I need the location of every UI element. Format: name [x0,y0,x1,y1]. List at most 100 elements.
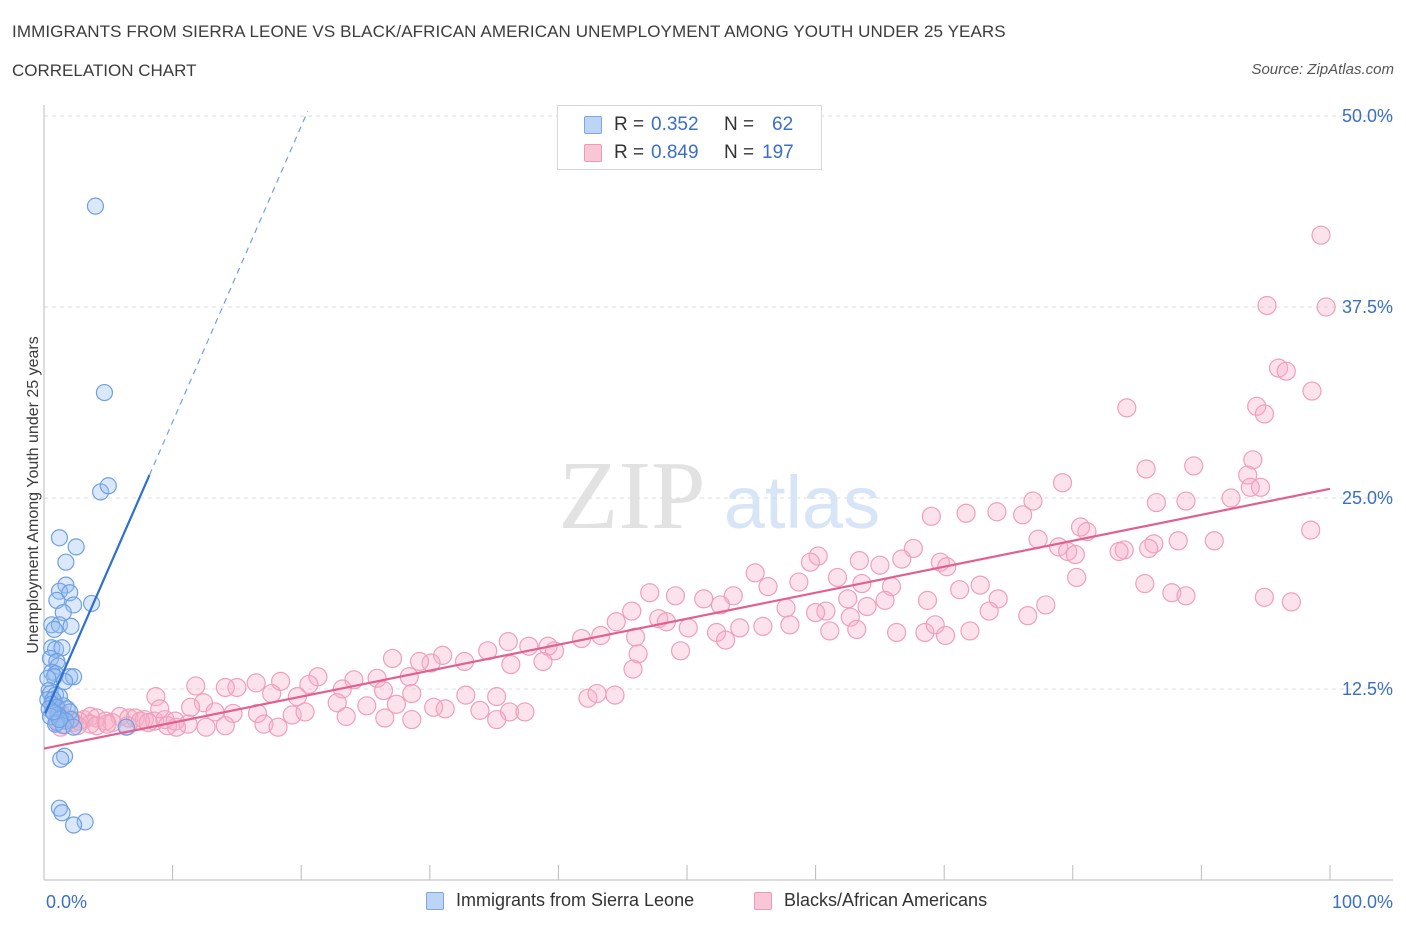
point-black-african-american [336,706,356,727]
axes [43,105,1393,881]
point-black-african-american [1276,361,1296,381]
x-tick-label-max: 100.0% [1332,892,1393,912]
point-sierra-leone [52,750,70,768]
legend-n-label: N = [724,114,755,135]
point-black-african-american [1257,295,1277,316]
point-black-african-american [533,651,553,672]
point-black-african-american [1109,541,1129,562]
point-black-african-american [805,602,826,623]
legend-n-label: N = [724,142,755,163]
point-black-african-american [730,618,750,638]
point-sierra-leone [95,383,114,402]
point-sierra-leone [50,529,69,547]
point-black-african-american [838,589,858,609]
point-black-african-american [299,674,319,695]
point-black-african-american [487,687,507,707]
point-black-african-american [470,700,490,720]
point-sierra-leone [99,477,117,495]
point-black-african-american [622,601,642,621]
point-black-african-american [956,503,976,523]
point-black-african-american [1301,520,1321,540]
point-black-african-american [246,673,266,693]
point-black-african-american [1302,381,1322,401]
point-sierra-leone [86,197,105,215]
point-black-african-american [1052,473,1073,493]
point-sierra-leone [45,620,63,639]
point-black-african-american [87,716,107,736]
point-black-african-american [1135,573,1155,594]
x-tick-label-min: 0.0% [46,892,87,912]
point-black-african-american [196,717,216,737]
point-sierra-leone [64,816,83,834]
point-black-african-american [295,702,315,722]
point-black-african-american [758,577,778,597]
point-black-african-american [386,694,406,714]
bottom-legend-swatch-black-african-american [754,892,772,910]
point-black-african-american [816,601,836,621]
point-black-african-american [870,555,890,575]
point-black-african-american [1136,459,1156,479]
legend-r-label: R = [614,142,645,163]
point-black-african-american [1240,477,1260,497]
point-black-african-american [382,648,403,669]
y-tick-label: 12.5% [1342,679,1393,699]
point-black-african-american [1221,488,1241,508]
point-black-african-american [1268,358,1289,378]
point-black-african-american [960,621,980,641]
correlation-legend: R = 0.352 N = 62 R = 0.849 N = 197 [557,105,822,170]
point-black-african-american [1316,297,1336,317]
point-black-african-american [1311,225,1331,245]
point-black-african-american [373,680,394,701]
point-black-african-american [1013,505,1033,525]
point-black-african-american [1250,477,1271,497]
point-sierra-leone [46,640,65,658]
point-black-african-american [605,685,625,705]
point-black-african-american [849,551,869,571]
watermark-atlas: atlas [724,461,880,544]
y-tick-label: 50.0% [1342,106,1393,126]
point-black-african-american [254,714,274,734]
point-black-african-american [146,687,166,707]
point-black-african-american [262,683,282,704]
point-black-african-american [776,598,796,618]
point-black-african-american [887,622,907,643]
point-sierra-leone [67,538,85,556]
point-black-african-american [840,607,860,627]
point-black-african-american [917,590,938,610]
point-black-african-american [640,583,660,603]
point-sierra-leone [64,718,83,736]
point-black-african-american [678,618,698,638]
legend-r-value: 0.849 [651,142,699,163]
source-label: Source: ZipAtlas.com [1251,61,1394,78]
legend-swatch-sierra-leone [584,116,602,134]
legend-r-value: 0.352 [651,114,699,135]
point-black-african-american [215,677,235,698]
point-black-african-american [186,676,206,696]
tick-labels: 12.5% 25.0% 37.5% 50.0% 0.0% 100.0% [46,106,1393,912]
point-black-african-american [1184,456,1204,476]
point-black-african-american [181,697,201,717]
point-black-african-american [456,685,476,705]
point-black-african-american [892,549,912,569]
point-black-african-american [1065,544,1085,565]
point-black-african-american [501,654,521,675]
point-black-african-american [623,659,643,679]
point-black-african-american [1018,606,1038,626]
point-black-african-american [800,552,821,572]
point-black-african-american [979,601,999,621]
point-black-african-american [1036,595,1056,615]
point-sierra-leone [64,668,83,686]
point-black-african-american [215,716,235,736]
point-black-african-american [357,696,377,716]
point-sierra-leone [50,799,69,817]
legend-swatch-black-african-american [584,144,602,162]
point-black-african-american [753,616,773,636]
point-black-african-american [780,615,800,635]
point-black-african-american [487,709,507,730]
point-black-african-american [1238,465,1258,485]
point-black-african-american [375,708,395,728]
point-black-african-american [227,677,247,698]
point-black-african-american [1254,404,1275,424]
point-black-african-american [97,714,117,734]
